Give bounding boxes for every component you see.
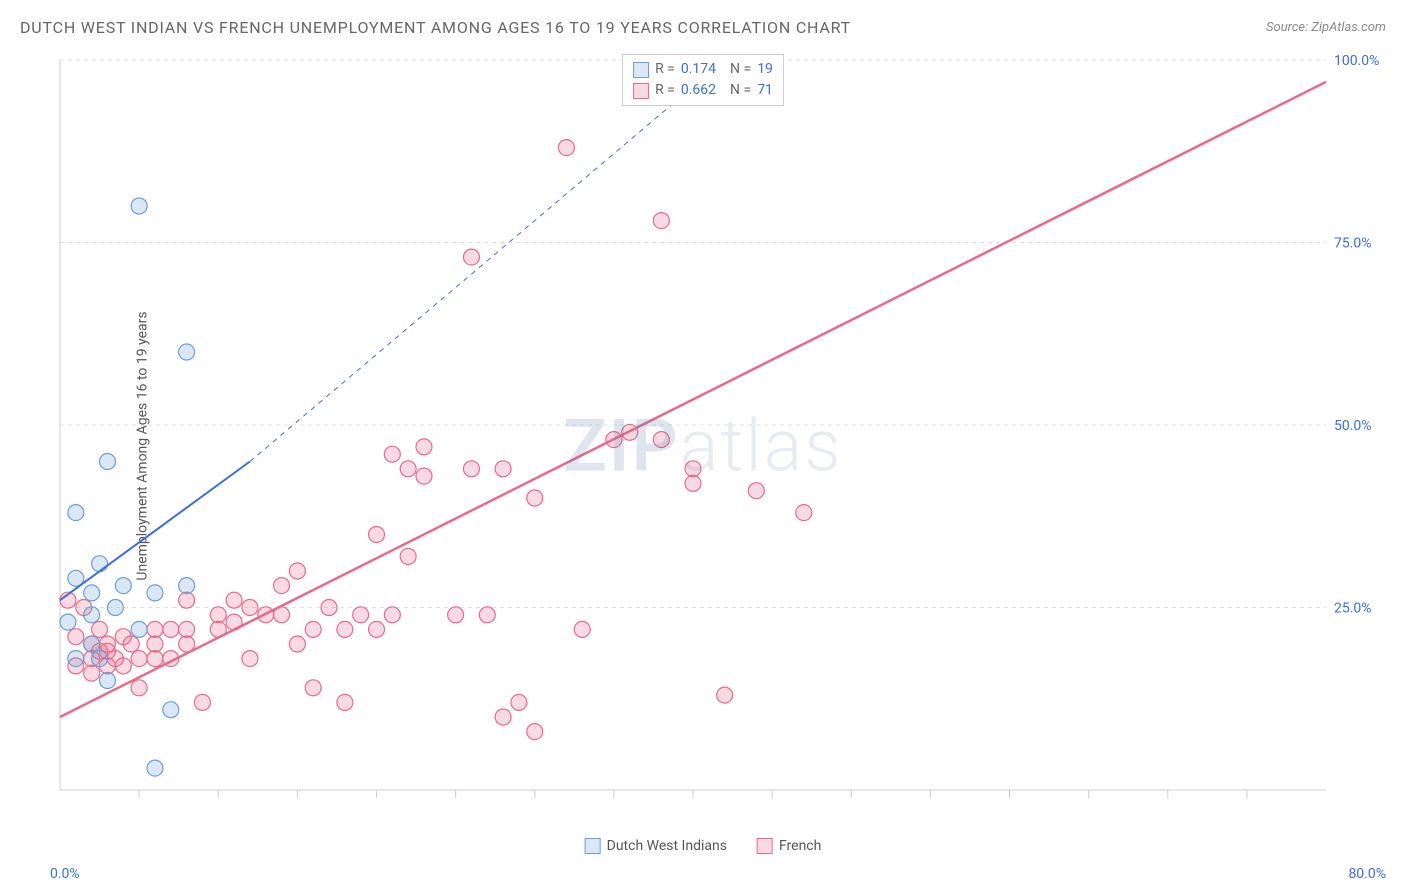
r-label-1: R = bbox=[655, 80, 675, 101]
r-value-0: 0.174 bbox=[681, 59, 716, 80]
chart-svg: 25.0% 50.0% 75.0% 100.0% bbox=[50, 50, 1386, 840]
swatch-pink bbox=[633, 83, 649, 99]
r-label-0: R = bbox=[655, 59, 675, 80]
chart-title: DUTCH WEST INDIAN VS FRENCH UNEMPLOYMENT… bbox=[20, 18, 851, 37]
svg-text:25.0%: 25.0% bbox=[1334, 601, 1372, 617]
legend-row-blue: R = 0.174 N = 19 bbox=[633, 59, 773, 80]
legend-label-pink: French bbox=[779, 838, 821, 854]
x-axis-max: 80.0% bbox=[1348, 866, 1386, 882]
svg-text:75.0%: 75.0% bbox=[1334, 236, 1372, 252]
legend-swatch-pink bbox=[757, 838, 773, 854]
legend-item-blue: Dutch West Indians bbox=[585, 838, 727, 854]
correlation-legend: R = 0.174 N = 19 R = 0.662 N = 71 bbox=[622, 54, 784, 106]
n-value-1: 71 bbox=[757, 80, 773, 101]
n-label-1: N = bbox=[730, 80, 751, 101]
legend-label-blue: Dutch West Indians bbox=[607, 838, 727, 854]
legend-item-pink: French bbox=[757, 838, 821, 854]
swatch-blue bbox=[633, 62, 649, 78]
n-value-0: 19 bbox=[757, 59, 773, 80]
source-label: Source: ZipAtlas.com bbox=[1266, 20, 1386, 35]
svg-text:50.0%: 50.0% bbox=[1334, 418, 1372, 434]
svg-text:100.0%: 100.0% bbox=[1334, 53, 1379, 69]
scatter-plot: 25.0% 50.0% 75.0% 100.0% bbox=[50, 50, 1386, 840]
r-value-1: 0.662 bbox=[681, 80, 716, 101]
x-axis-min: 0.0% bbox=[50, 866, 80, 882]
legend-swatch-blue bbox=[585, 838, 601, 854]
n-label-0: N = bbox=[730, 59, 751, 80]
legend-row-pink: R = 0.662 N = 71 bbox=[633, 80, 773, 101]
series-legend: Dutch West Indians French bbox=[585, 838, 822, 854]
